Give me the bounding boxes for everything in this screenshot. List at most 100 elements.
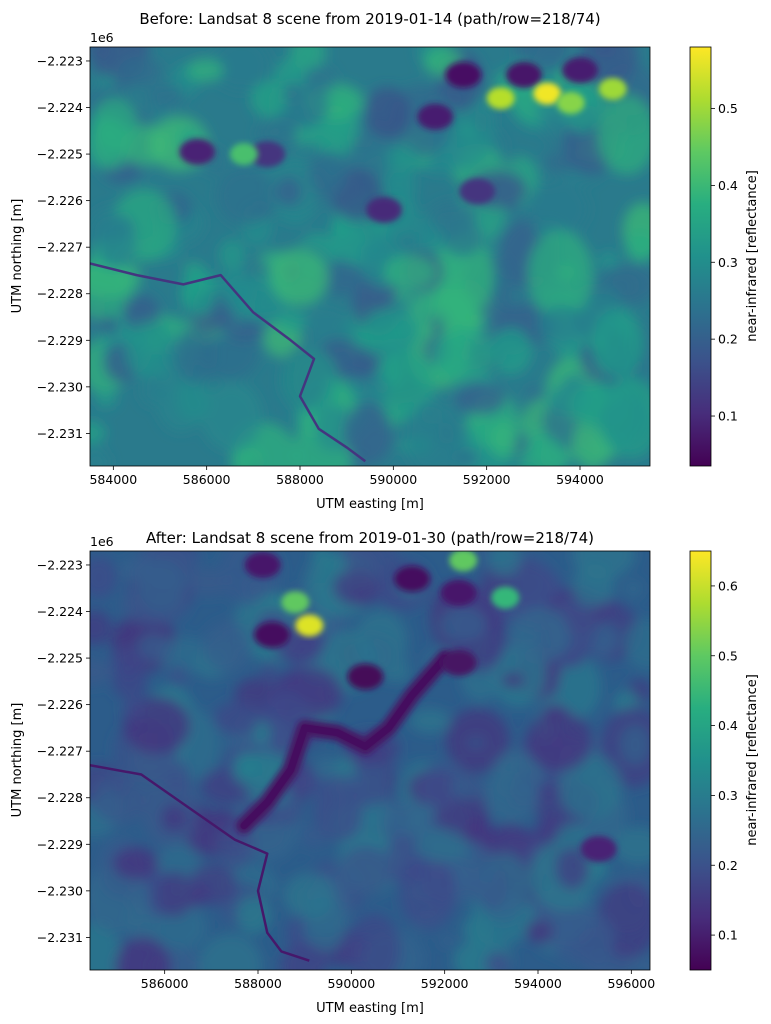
dark-patch [394,565,430,592]
x-tick-label: 586000 [141,976,189,991]
dark-patch [249,141,286,168]
dark-patch [459,178,496,205]
texture-blob [441,220,484,257]
x-tick-label: 586000 [183,472,231,487]
texture-blob [557,658,602,717]
texture-blob [518,435,567,466]
texture-blob [485,951,511,970]
texture-blob [342,551,400,575]
texture-blob [157,871,193,918]
texture-blob [550,910,616,966]
y-offset-label: 1e6 [90,534,114,549]
texture-blob [409,708,450,734]
raster-texture [90,551,650,970]
texture-blob [224,318,265,343]
texture-blob [218,239,246,272]
panel-before: Before: Landsat 8 scene from 2019-01-14 … [10,10,760,512]
dark-patch [445,61,482,88]
river-line [90,763,310,962]
texture-blob [430,288,477,328]
chart-title: Before: Landsat 8 scene from 2019-01-14 … [139,10,600,28]
bright-patch [598,77,627,100]
texture-blob [526,387,545,402]
dark-patch [562,57,598,84]
texture-blob [333,569,380,606]
y-axis-ticks: −2.223 −2.224 −2.225 −2.226 −2.227 −2.228 −2.2… [37,557,90,945]
texture-blob [488,551,522,578]
texture-blob [360,308,420,360]
texture-blob [314,756,337,779]
colorbar-tick-label: 0.6 [718,578,738,593]
x-tick-label: 590000 [369,472,417,487]
dark-patch [440,579,477,606]
panel-after: After: Landsat 8 scene from 2019-01-30 (… [10,529,760,1016]
texture-blob [385,143,419,174]
texture-blob [555,846,590,890]
x-tick-label: 588000 [276,472,324,487]
texture-blob [198,933,263,970]
texture-blob [136,559,187,614]
texture-blob [612,826,650,865]
y-axis-label: UTM northing [m] [10,199,25,314]
texture-blob [99,316,120,335]
x-tick-label: 590000 [327,976,375,991]
texture-blob [394,290,411,302]
y-tick-label: −2.228 [37,286,83,301]
texture-blob [304,552,353,618]
texture-blob [313,775,363,843]
texture-blob [176,374,210,422]
texture-blob [625,231,650,263]
x-tick-label: 592000 [463,472,511,487]
y-tick-label: −2.226 [37,697,83,712]
texture-blob [90,118,133,170]
texture-blob [558,753,622,820]
texture-blob [374,350,436,420]
colorbar [690,47,711,466]
raster-image [90,47,650,466]
texture-blob [168,664,188,687]
dark-patch [244,552,281,578]
texture-blob [347,913,401,970]
texture-blob [343,402,393,465]
y-tick-label: −2.229 [37,333,83,348]
dark-patch [179,138,216,165]
y-offset-label: 1e6 [90,30,114,45]
texture-blob [455,383,506,415]
texture-blob [110,645,145,679]
x-tick-label: 592000 [421,976,469,991]
texture-blob [91,771,147,825]
colorbar-tick-label: 0.3 [718,788,738,803]
y-tick-label: −2.231 [37,930,83,945]
texture-blob [501,673,524,688]
y-tick-label: −2.223 [37,557,83,572]
bright-patch [556,91,585,114]
bright-patch [230,143,258,166]
texture-blob [188,863,237,906]
texture-blob [136,633,172,663]
texture-blob [216,166,275,226]
texture-blob [555,824,587,852]
colorbar-tick-label: 0.1 [718,409,738,424]
texture-blob [418,768,461,810]
texture-blob [572,564,615,608]
bright-patch [486,87,515,110]
texture-blob [250,80,288,118]
texture-blob [624,618,650,670]
plot-frame [89,46,651,467]
plot-frame [89,550,651,971]
bright-patch [491,586,520,609]
y-tick-label: −2.231 [37,426,83,441]
texture-blob [90,448,110,466]
bright-patch [281,591,310,614]
texture-blob [270,248,329,306]
texture-blob [95,390,117,408]
texture-blob [90,658,111,687]
dark-patch [580,836,617,862]
y-tick-label: −2.227 [37,744,83,759]
texture-blob [439,935,456,946]
texture-blob [219,269,258,313]
colorbar-ticks: 0.1 0.2 0.3 0.4 0.5 [711,101,738,424]
x-tick-label: 584000 [89,472,137,487]
raster-image [90,551,650,970]
texture-blob [380,801,434,839]
